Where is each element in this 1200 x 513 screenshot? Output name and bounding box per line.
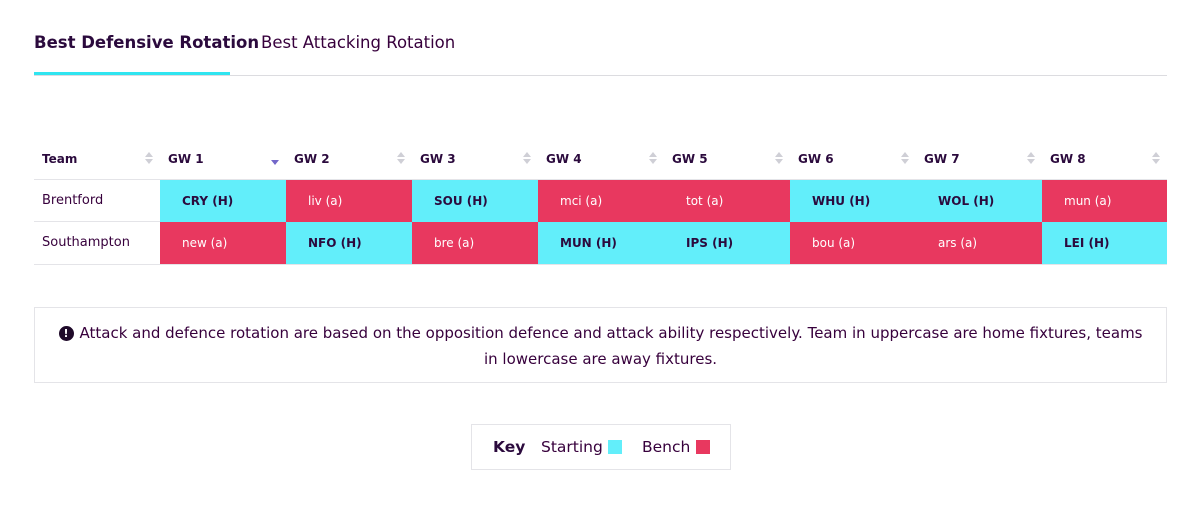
sort-icon (900, 152, 910, 166)
fixture-cell[interactable]: liv (a) (286, 180, 412, 222)
sort-icon (648, 152, 658, 166)
key-bench-label: Bench (642, 438, 691, 456)
fixture-cell[interactable]: NFO (H) (286, 222, 412, 264)
column-header-label: GW 4 (546, 152, 582, 166)
table-row: Southampton new (a) NFO (H) bre (a) MUN … (34, 222, 1167, 265)
fixture-cell[interactable]: bre (a) (412, 222, 538, 264)
column-header-team[interactable]: Team (34, 140, 160, 179)
column-header-gw3[interactable]: GW 3 (412, 140, 538, 179)
tab-best-defensive-rotation[interactable]: Best Defensive Rotation (34, 33, 260, 52)
key-starting-label: Starting (541, 438, 603, 456)
key-title: Key (493, 438, 526, 456)
fixture-cell[interactable]: IPS (H) (664, 222, 790, 264)
team-name: Southampton (42, 235, 130, 250)
fixture-cell[interactable]: LEI (H) (1042, 222, 1167, 264)
bench-swatch (696, 440, 710, 454)
sort-icon (1026, 152, 1036, 166)
column-header-gw5[interactable]: GW 5 (664, 140, 790, 179)
key-legend: Key Starting Bench (471, 424, 731, 470)
column-header-label: GW 6 (798, 152, 834, 166)
fixture-cell[interactable]: CRY (H) (160, 180, 286, 222)
column-header-gw1[interactable]: GW 1 (160, 140, 286, 179)
column-header-gw8[interactable]: GW 8 (1042, 140, 1167, 179)
fixture-cell[interactable]: bou (a) (790, 222, 916, 264)
sort-icon (522, 152, 532, 166)
sort-icon (1151, 152, 1161, 166)
table-header: Team GW 1 GW 2 GW 3 GW 4 GW 5 GW 6 GW 7 (34, 140, 1167, 179)
column-header-label: GW 1 (168, 152, 204, 166)
column-header-label: GW 5 (672, 152, 708, 166)
column-header-gw7[interactable]: GW 7 (916, 140, 1042, 179)
fixture-cell[interactable]: mun (a) (1042, 180, 1167, 222)
fixture-cell[interactable]: WOL (H) (916, 180, 1042, 222)
info-text: Attack and defence rotation are based on… (79, 324, 1143, 368)
active-tab-indicator (34, 72, 230, 75)
column-header-gw6[interactable]: GW 6 (790, 140, 916, 179)
column-header-label: GW 2 (294, 152, 330, 166)
exclamation-circle-icon: ! (58, 326, 74, 341)
fixture-cell[interactable]: WHU (H) (790, 180, 916, 222)
rotation-tabs: Best Defensive Rotation Best Attacking R… (34, 0, 1167, 76)
fixture-cell[interactable]: tot (a) (664, 180, 790, 222)
sort-descending-icon (270, 152, 280, 166)
starting-swatch (608, 440, 622, 454)
column-header-label: GW 3 (420, 152, 456, 166)
column-header-label: Team (42, 152, 78, 166)
table-row: Brentford CRY (H) liv (a) SOU (H) mci (a… (34, 179, 1167, 222)
team-name: Brentford (42, 193, 104, 208)
column-header-label: GW 8 (1050, 152, 1086, 166)
fixture-cell[interactable]: mci (a) (538, 180, 664, 222)
tab-best-attacking-rotation[interactable]: Best Attacking Rotation (261, 33, 456, 52)
column-header-label: GW 7 (924, 152, 960, 166)
column-header-gw4[interactable]: GW 4 (538, 140, 664, 179)
info-note: ! Attack and defence rotation are based o… (34, 307, 1167, 383)
sort-icon (144, 152, 154, 166)
fixture-cell[interactable]: new (a) (160, 222, 286, 264)
fixture-cell[interactable]: ars (a) (916, 222, 1042, 264)
fixture-cell[interactable]: SOU (H) (412, 180, 538, 222)
sort-icon (774, 152, 784, 166)
sort-icon (396, 152, 406, 166)
fixture-cell[interactable]: MUN (H) (538, 222, 664, 264)
column-header-gw2[interactable]: GW 2 (286, 140, 412, 179)
